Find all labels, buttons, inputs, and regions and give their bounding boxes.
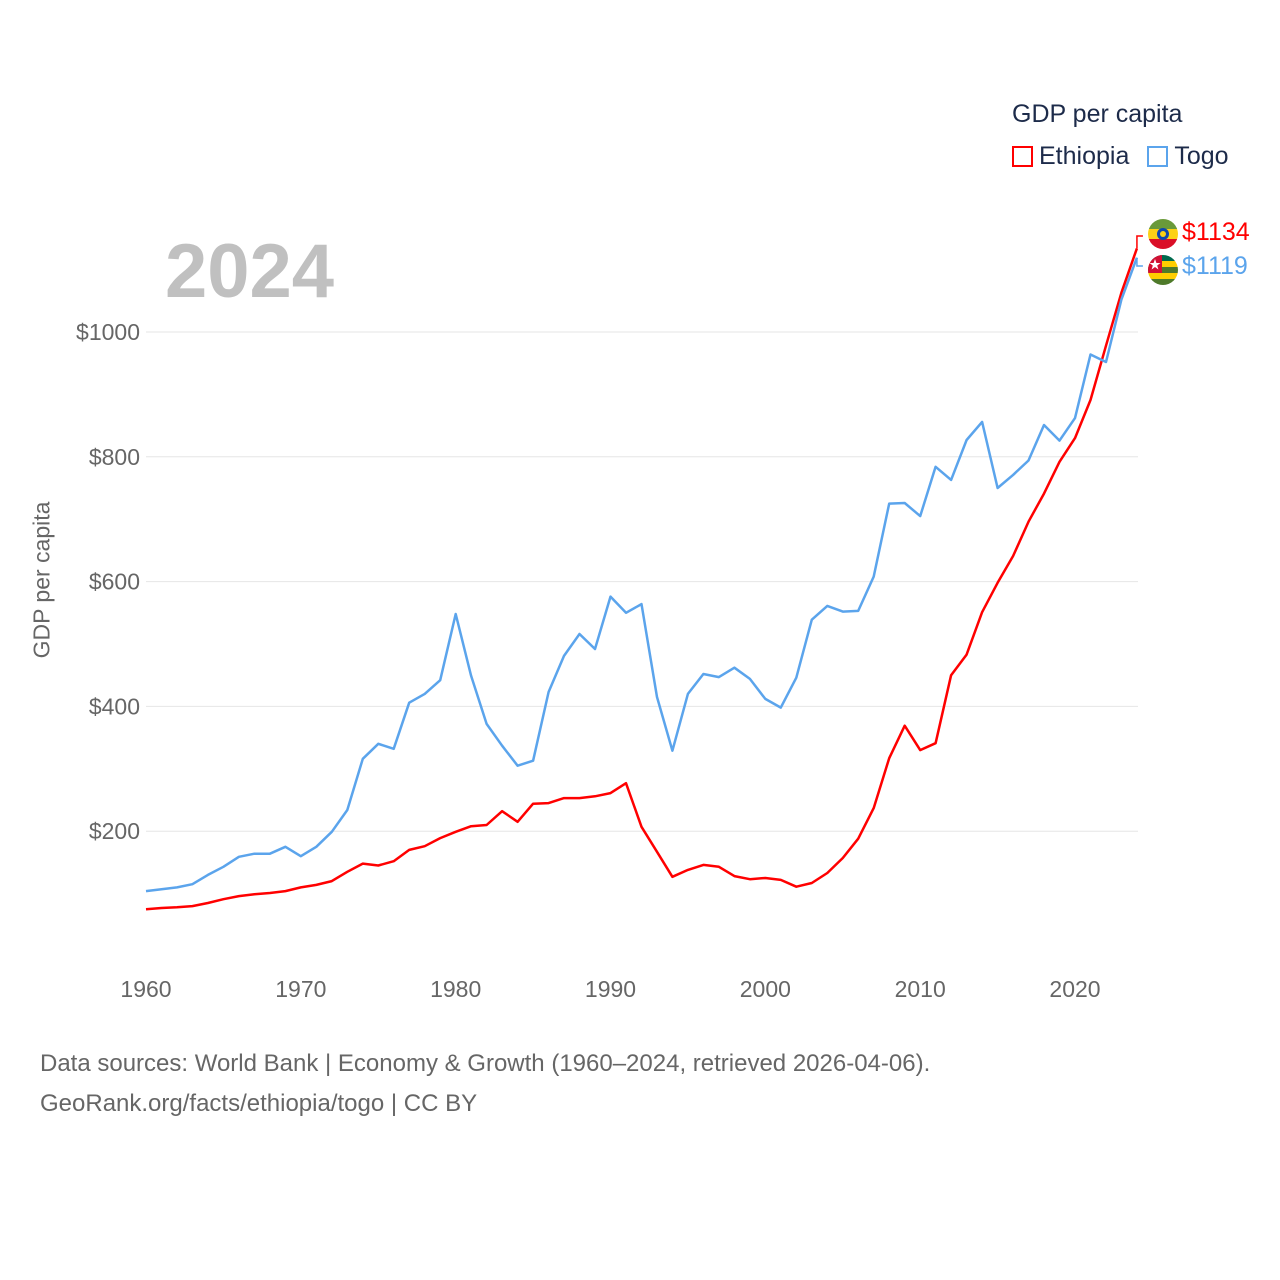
x-tick-label: 1990 [585,976,636,1002]
x-tick-label: 1970 [275,976,326,1002]
y-tick-label: $400 [89,693,140,719]
legend-item-ethiopia[interactable]: Ethiopia [1012,142,1129,171]
legend-title: GDP per capita [1012,100,1183,128]
x-tick-label: 2010 [895,976,946,1002]
legend-swatch-ethiopia [1012,146,1033,167]
y-tick-label: $1000 [76,319,140,345]
footer: Data sources: World Bank | Economy & Gro… [40,1044,930,1124]
y-tick-label: $600 [89,569,140,595]
current-year-label: 2024 [165,229,335,314]
togo-end-value: $1119 [1182,252,1248,280]
x-tick-label: 1980 [430,976,481,1002]
legend: Ethiopia Togo [1012,142,1247,171]
data-source-text: Data sources: World Bank | Economy & Gro… [40,1050,931,1077]
legend-label: Togo [1174,142,1229,170]
series-line-togo [145,257,1139,893]
x-tick-label: 1960 [120,976,171,1002]
ethiopia-flag-icon [1148,219,1178,249]
togo-flag-icon [1148,255,1178,285]
y-tick-label: $200 [89,818,140,844]
legend-swatch-togo [1147,146,1169,167]
y-axis-label: GDP per capita [28,501,55,659]
end-label-connector [1136,235,1143,249]
end-label-connector [1136,257,1143,267]
legend-item-togo[interactable]: Togo [1147,142,1229,171]
attribution-link[interactable]: GeoRank.org/facts/ethiopia/togo | CC BY [40,1090,478,1117]
ethiopia-end-value: $1134 [1182,218,1250,246]
series-line-ethiopia [145,247,1139,911]
legend-label: Ethiopia [1039,142,1130,170]
y-tick-label: $800 [89,444,140,470]
x-tick-label: 2020 [1049,976,1100,1002]
x-tick-label: 2000 [740,976,791,1002]
